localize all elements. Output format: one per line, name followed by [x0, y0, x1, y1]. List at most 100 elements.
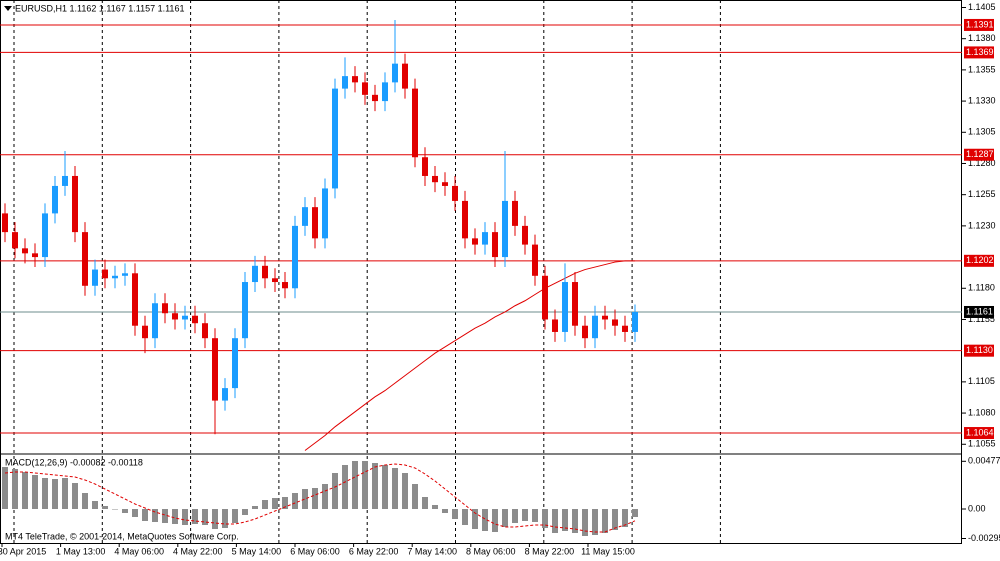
macd-bar: [12, 469, 18, 509]
candle-body: [292, 225, 298, 289]
y-tick-label: 1.1155: [968, 314, 995, 324]
x-tick-label: 30 Apr 2015: [0, 546, 46, 556]
macd-bar: [202, 509, 208, 525]
candle-body: [202, 323, 208, 339]
candle-body: [502, 200, 508, 258]
macd-bar: [182, 509, 188, 525]
x-tick-label: 11 May 15:00: [581, 546, 635, 556]
y-tick-label: 1.1105: [968, 376, 995, 386]
macd-bar: [142, 509, 148, 521]
macd-bar: [582, 509, 588, 536]
macd-bar: [22, 472, 28, 509]
candle-body: [372, 94, 378, 102]
level-label: 1.1391: [964, 18, 994, 31]
candle-body: [52, 185, 58, 214]
candle-body: [112, 275, 118, 279]
macd-bar: [42, 478, 48, 509]
macd-bar: [562, 509, 568, 531]
level-label-text: 1.1064: [966, 427, 994, 437]
candle-body: [422, 157, 428, 176]
macd-bar: [542, 509, 548, 528]
candle-body: [612, 319, 618, 326]
candle-body: [222, 388, 228, 401]
macd-bar: [332, 473, 338, 509]
candle-body: [552, 319, 558, 332]
macd-bar: [432, 505, 438, 509]
candle-body: [382, 82, 388, 102]
macd-bar: [342, 465, 348, 509]
macd-bar: [522, 509, 528, 521]
menu-arrow[interactable]: [4, 6, 12, 11]
macd-bar: [442, 509, 448, 513]
candle-body: [42, 213, 48, 258]
macd-bar: [272, 498, 278, 509]
candle-body: [272, 278, 278, 283]
macd-bar: [492, 509, 498, 532]
candle-body: [482, 232, 488, 245]
candle-body: [242, 282, 248, 339]
level-label-bg: [964, 427, 994, 440]
macd-bar: [422, 497, 428, 509]
x-tick-label: 5 May 14:00: [232, 546, 282, 556]
chart-title: EURUSD,H1 1.1162 1.1167 1.1157 1.1161: [15, 3, 184, 13]
candle-body: [462, 200, 468, 239]
candle-body: [402, 63, 408, 89]
candle-body: [182, 315, 188, 320]
macd-pane: [2, 461, 638, 536]
macd-bar: [452, 509, 458, 519]
x-tick-label: 6 May 22:00: [349, 546, 399, 556]
y-tick-label: 1.1255: [968, 189, 996, 199]
candle-body: [92, 269, 98, 286]
x-tick-label: 6 May 06:00: [290, 546, 340, 556]
y-tick-label: 1.1355: [968, 64, 996, 74]
macd-bar: [152, 509, 158, 522]
macd-bar: [292, 493, 298, 509]
macd-bar: [62, 478, 68, 509]
candle-body: [32, 253, 38, 258]
macd-bar: [312, 488, 318, 509]
level-label-text: 1.1391: [966, 19, 994, 29]
macd-bar: [212, 509, 218, 529]
price-pane: [0, 19, 962, 451]
macd-bar: [302, 489, 308, 509]
x-tick-label: 4 May 06:00: [114, 546, 164, 556]
macd-bar: [502, 509, 508, 527]
macd-bar: [482, 509, 488, 531]
x-tick-label: 1 May 13:00: [56, 546, 106, 556]
macd-bar: [412, 484, 418, 509]
macd-bar: [612, 509, 618, 530]
frame: [0, 0, 962, 544]
macd-bar: [92, 501, 98, 509]
level-label: 1.1287: [964, 148, 994, 161]
level-label-bg: [964, 254, 994, 267]
macd-bar: [192, 509, 198, 524]
candle-body: [602, 315, 608, 320]
candle-body: [212, 338, 218, 401]
candle-body: [192, 315, 198, 324]
macd-bar: [132, 509, 138, 517]
candle-body: [132, 273, 138, 326]
macd-bar: [2, 467, 8, 509]
y-tick-label: 1.1055: [968, 439, 996, 449]
x-tick-label: 8 May 06:00: [466, 546, 516, 556]
candle-body: [522, 225, 528, 245]
candle-body: [342, 76, 348, 89]
moving-average: [304, 260, 635, 451]
candle-body: [62, 175, 68, 186]
macd-bar: [532, 509, 538, 522]
level-label-bg: [964, 344, 994, 357]
candle-body: [512, 200, 518, 226]
candle-body: [592, 315, 598, 339]
candle-body: [102, 269, 108, 279]
level-label: 1.1064: [964, 427, 994, 440]
macd-bar: [262, 500, 268, 509]
level-label: 1.1130: [964, 344, 994, 357]
candle-body: [562, 282, 568, 332]
copyright: MT4 TeleTrade, © 2001-2014, MetaQuotes S…: [5, 531, 239, 541]
macd-bar: [602, 509, 608, 533]
candle-body: [352, 76, 358, 83]
level-label: 1.1202: [964, 254, 994, 267]
candle-body: [162, 303, 168, 314]
